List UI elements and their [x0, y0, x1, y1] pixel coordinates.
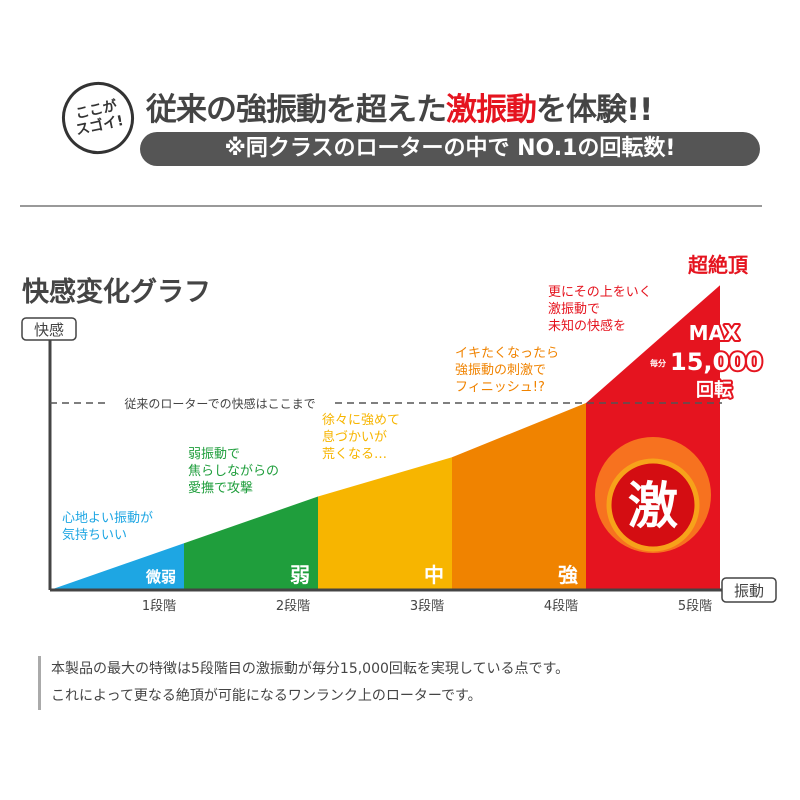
divider [20, 205, 762, 207]
annotation: 強振動の刺激で [455, 363, 546, 378]
annotation: フィニッシュ!? [455, 380, 545, 395]
x-axis-label-box [721, 577, 777, 603]
annotation: 焦らしながらの [188, 464, 279, 479]
reference-line-label: 従来のローターでの快感はここまで [124, 396, 315, 411]
annotation: 気持ちいい [62, 527, 127, 543]
annotation: 激振動で [548, 302, 600, 317]
description-line: これによって更なる絶頂が可能になるワンランク上のローターです。 [51, 688, 482, 704]
annotation: 更にその上をいく [548, 285, 652, 300]
stage-label: 強 [558, 563, 578, 587]
stage-area-2 [184, 496, 318, 590]
max-unit: 回転 [696, 379, 732, 401]
stage-label: 激 [628, 477, 678, 535]
description: 本製品の最大の特徴は5段階目の激振動が毎分15,000回転を実現している点です。… [38, 656, 569, 710]
stage-area-3 [318, 457, 452, 590]
x-tick-label: 1段階 [142, 599, 176, 614]
headline-pre: 従来の強振動を超えた [146, 92, 447, 128]
x-tick-label: 4段階 [544, 599, 578, 614]
x-tick-label: 3段階 [410, 599, 444, 614]
annotation: イキたくなったら [455, 346, 559, 361]
headline: 従来の強振動を超えた激振動を体験!! [146, 84, 653, 129]
max-label: MAX [689, 321, 740, 345]
x-tick-label: 5段階 [678, 599, 712, 614]
annotation: 弱振動で [188, 447, 240, 462]
annotation: 未知の快感を [548, 318, 626, 334]
headline-post: を体験!! [536, 92, 653, 128]
x-axis-label: 振動 [734, 582, 764, 600]
annotation: 愛撫で攻撃 [188, 480, 253, 496]
annotation: 荒くなる… [322, 447, 387, 462]
annotation: 心地よい振動が [62, 511, 153, 526]
y-axis-label: 快感 [34, 321, 64, 339]
x-tick-label: 2段階 [276, 599, 310, 614]
max-value: 15,000 [670, 348, 763, 376]
per-minute-label: 毎分 [650, 358, 666, 368]
stage-area-4 [452, 403, 586, 590]
subheadline-pill: ※同クラスのローターの中で NO.1の回転数! [140, 132, 760, 166]
annotation: 息づかいが [322, 429, 387, 445]
stage-label: 中 [424, 563, 444, 587]
stage-5-circle [606, 458, 700, 552]
stage-label: 微弱 [145, 568, 176, 586]
headline-accent: 激振動 [446, 92, 537, 128]
description-line: 本製品の最大の特徴は5段階目の激振動が毎分15,000回転を実現している点です。 [51, 661, 570, 677]
y-axis-label-box [21, 317, 77, 341]
stage-area-1 [50, 543, 184, 590]
annotation: 徐々に強めて [322, 413, 400, 428]
stage-label: 弱 [290, 563, 310, 587]
peak-label: 超絶頂 [687, 253, 749, 277]
graph-title: 快感変化グラフ [22, 277, 211, 308]
